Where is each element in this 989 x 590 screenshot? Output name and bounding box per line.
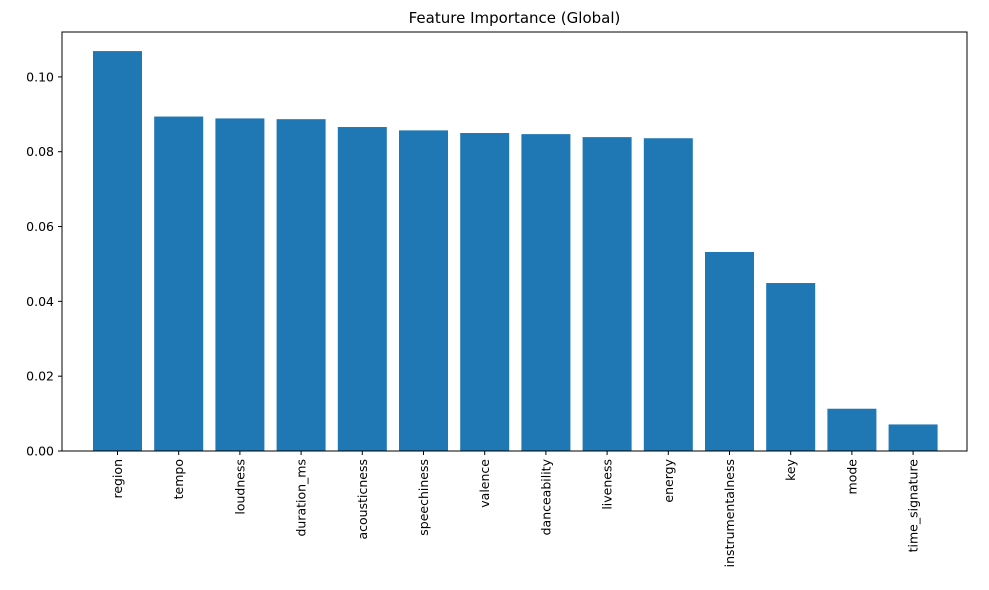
bar-region bbox=[93, 51, 142, 451]
x-tick-label: duration_ms bbox=[294, 459, 309, 537]
bar-tempo bbox=[154, 116, 204, 452]
x-tick-label: danceability bbox=[538, 458, 553, 535]
x-tick-label: tempo bbox=[171, 459, 186, 499]
y-tick-label: 0.06 bbox=[26, 219, 54, 234]
y-axis: 0.00 0.02 0.04 0.06 0.08 0.10 bbox=[26, 69, 62, 459]
y-tick-label: 0.04 bbox=[26, 294, 54, 309]
bar-duration_ms bbox=[276, 119, 326, 452]
x-tick-label: mode bbox=[844, 459, 859, 495]
bar-key bbox=[766, 283, 816, 451]
y-tick-label: 0.08 bbox=[26, 144, 54, 159]
x-axis: region tempo loudness duration_ms acousticne… bbox=[110, 451, 921, 567]
bar-liveness bbox=[582, 137, 632, 451]
x-tick-label: valence bbox=[477, 459, 492, 508]
x-tick-label: loudness bbox=[232, 459, 247, 515]
x-tick-label: energy bbox=[661, 458, 676, 502]
bar-mode bbox=[827, 408, 877, 451]
bar-danceability bbox=[521, 134, 571, 451]
x-tick-label: acousticness bbox=[355, 459, 370, 540]
bar-loudness bbox=[215, 118, 265, 452]
bar-instrumentalness bbox=[705, 251, 754, 451]
x-tick-label: liveness bbox=[600, 459, 615, 510]
x-tick-label: speechiness bbox=[416, 459, 431, 536]
x-tick-label: key bbox=[783, 458, 798, 480]
x-tick-label: region bbox=[110, 459, 125, 499]
y-tick-label: 0.10 bbox=[26, 69, 54, 84]
y-tick-label: 0.02 bbox=[26, 369, 54, 384]
x-tick-label: time_signature bbox=[906, 459, 921, 553]
bar-energy bbox=[643, 138, 693, 451]
chart-title: Feature Importance (Global) bbox=[409, 9, 621, 27]
bar-speechiness bbox=[399, 130, 448, 451]
bar-acousticness bbox=[337, 127, 387, 452]
y-tick-label: 0.00 bbox=[26, 444, 54, 459]
x-tick-label: instrumentalness bbox=[722, 459, 737, 567]
bar-time_signature bbox=[888, 424, 938, 451]
bars-group bbox=[93, 51, 938, 452]
plot-frame bbox=[61, 31, 968, 452]
bar-valence bbox=[460, 133, 510, 451]
